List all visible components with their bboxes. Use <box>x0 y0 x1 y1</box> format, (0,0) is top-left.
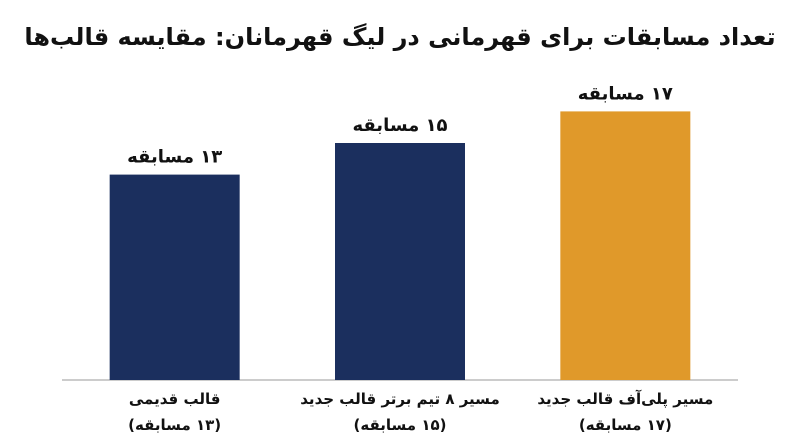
bar <box>109 174 240 380</box>
value-label: ۱۵ مسابقه <box>352 115 447 136</box>
x-tick-label: مسیر پلی‌آف قالب جدید (۱۷ مسابقه) <box>537 390 714 434</box>
value-label: ۱۳ مسابقه <box>127 147 222 168</box>
value-label: ۱۷ مسابقه <box>578 83 673 104</box>
chart-title: تعداد مسابقات برای قهرمانی در لیگ قهرمان… <box>24 23 775 51</box>
x-tick-label: قالب قدیمی (۱۳ مسابقه) <box>128 390 222 434</box>
bar <box>560 111 691 381</box>
bar <box>335 143 465 380</box>
x-tick-label: مسیر ۸ تیم برتر قالب جدید (۱۵ مسابقه) <box>300 390 500 434</box>
